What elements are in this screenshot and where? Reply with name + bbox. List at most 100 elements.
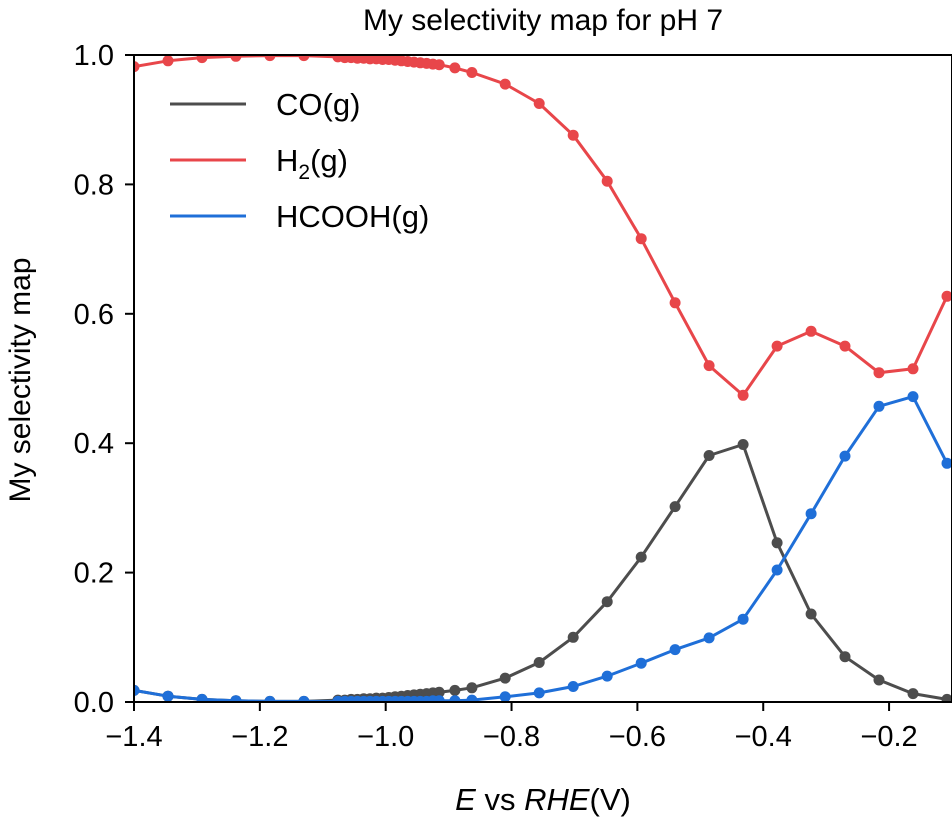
y-axis: 0.0 0.2 0.4 0.6 0.8 1.0 [74,40,134,719]
y-tick-label: 0.6 [74,299,114,331]
data-point [162,690,174,702]
data-point [635,657,647,669]
x-tick-label: −0.2 [860,721,917,753]
data-point [449,695,461,702]
data-point [196,693,208,702]
data-point [230,55,242,62]
data-point [134,61,140,73]
x-axis-label-unit: (V) [590,782,631,817]
data-point [567,129,579,141]
data-point [499,672,511,684]
data-point [669,501,681,513]
data-point [805,608,817,620]
data-point [533,687,545,699]
data-point [737,613,749,625]
data-point [839,450,851,462]
data-point [533,657,545,668]
data-point [466,67,478,78]
y-axis-label: My selectivity map [4,257,37,502]
data-point [533,98,545,109]
data-point [433,686,445,698]
x-tick-label: −1.0 [357,721,414,753]
data-point [907,391,919,403]
data-point [805,325,817,337]
series-line [134,395,949,702]
data-point [449,684,461,696]
data-point [941,290,952,302]
legend-entry: H2(g) [170,143,348,184]
data-point [805,508,817,520]
data-point [771,340,783,352]
data-point [466,694,478,702]
data-point [230,695,242,702]
series-layer [134,55,952,702]
x-tick-label: −0.8 [483,721,540,753]
series-1 [134,439,952,702]
data-point [567,681,579,692]
y-tick-label: 0.0 [74,687,114,719]
legend-label-main: HCOOH(g) [276,199,429,234]
data-point [703,632,715,644]
x-axis: −1.4 −1.2 −1.0 −0.8 −0.6 −0.4 −0.2 [105,702,918,753]
data-point [499,691,511,702]
x-tick-label: −1.2 [231,721,288,753]
data-point [839,651,851,663]
data-point [771,537,783,549]
data-point [907,688,919,700]
legend-label-main: CO(g) [276,87,360,122]
data-point [873,400,885,412]
data-point [162,55,174,67]
data-point [873,367,885,379]
data-point [907,363,919,375]
x-tick-label: −0.4 [735,721,792,753]
x-axis-label-e: E [455,782,476,817]
data-point [737,439,749,450]
data-point [433,695,445,702]
y-tick-label: 0.2 [74,558,114,590]
x-axis-label-vs: vs [476,782,524,817]
data-point [703,450,715,461]
data-point [433,59,445,71]
data-point [298,695,310,702]
data-point [298,55,310,62]
data-point [941,457,952,469]
data-point [839,340,851,352]
data-point [601,175,613,187]
legend-entry: CO(g) [170,87,360,122]
data-point [264,695,276,702]
data-point [499,78,511,90]
data-point [669,644,681,656]
x-axis-label-rhe: RHE [524,782,590,817]
data-point [466,682,478,694]
data-point [449,62,461,74]
data-point [873,674,885,686]
x-tick-label: −1.4 [105,721,162,753]
data-point [669,297,681,309]
data-point [703,360,715,372]
data-point [264,55,276,62]
x-axis-label: E vs RHE(V) [455,782,631,817]
data-point [771,564,783,576]
data-point [635,551,647,563]
y-tick-label: 0.4 [74,428,114,460]
data-point [941,693,952,702]
chart-title: My selectivity map for pH 7 [363,4,723,37]
data-point [196,55,208,64]
x-tick-label: −0.6 [609,721,666,753]
data-point [635,233,647,245]
legend-entry: HCOOH(g) [170,199,429,234]
y-tick-label: 1.0 [74,40,114,72]
plot-frame [133,54,952,703]
data-point [601,670,613,682]
legend-label-subscript: 2 [298,161,310,184]
legend-label-tail: (g) [310,143,348,178]
data-point [737,389,749,401]
legend-label-main: H [276,143,298,178]
legend: CO(g) H2(g) HCOOH(g) [170,87,429,234]
legend-label: HCOOH(g) [276,199,429,234]
y-tick-label: 0.8 [74,169,114,201]
legend-label: CO(g) [276,87,360,122]
data-point [567,631,579,643]
data-point [134,684,140,696]
